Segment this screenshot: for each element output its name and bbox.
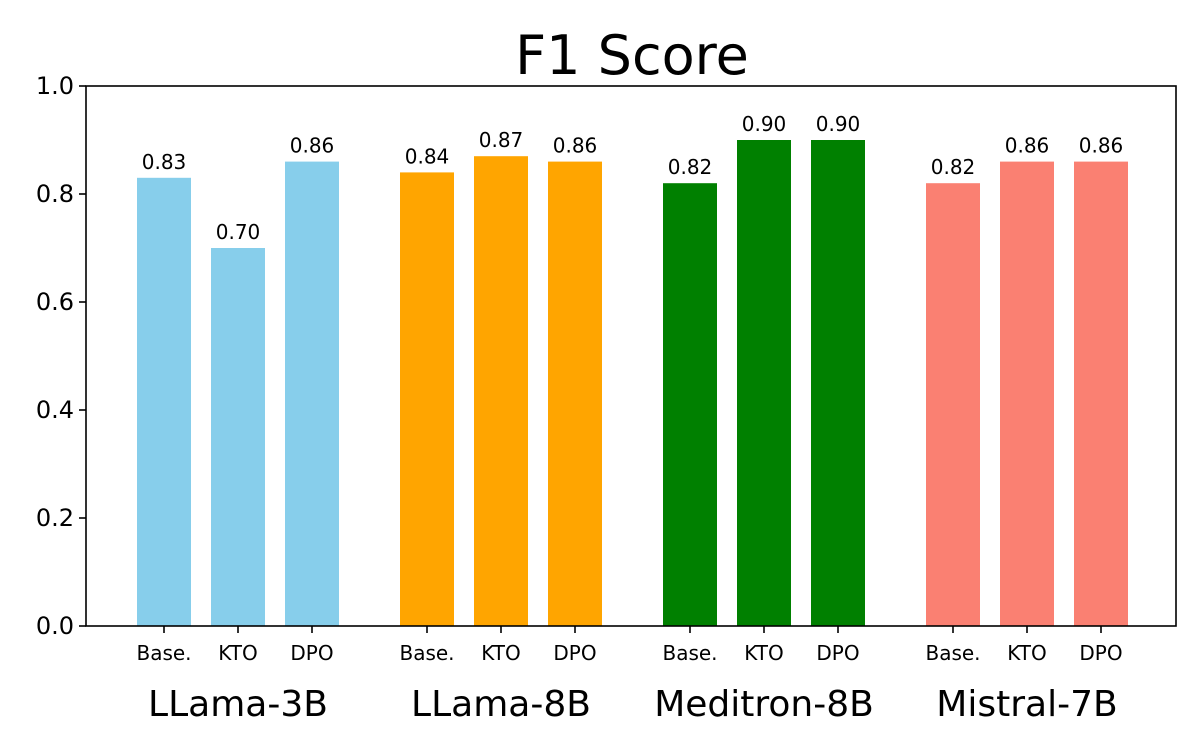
bar-value-label: 0.84 — [405, 144, 450, 168]
y-tick-label: 0.6 — [36, 288, 74, 316]
bar-llama-3b-base — [137, 177, 191, 627]
group-label: LLama-8B — [411, 684, 591, 725]
group-label: Meditron-8B — [654, 684, 874, 725]
group-label: LLama-3B — [148, 684, 328, 725]
y-tick-label: 1.0 — [36, 72, 74, 100]
chart-title: F1 Score — [515, 24, 749, 87]
x-tick-label: Base. — [662, 641, 717, 665]
bar-meditron-8b-kto — [737, 140, 791, 626]
x-tick-label: Base. — [136, 641, 191, 665]
bar-value-label: 0.86 — [1079, 134, 1124, 158]
bar-meditron-8b-base — [663, 183, 717, 626]
y-tick-label: 0.8 — [36, 180, 74, 208]
y-tick-label: 0.2 — [36, 504, 74, 532]
bar-value-label: 0.90 — [742, 112, 787, 136]
group-label: Mistral-7B — [936, 684, 1117, 725]
bar-value-label: 0.70 — [216, 220, 261, 244]
bar-llama-8b-dpo — [548, 161, 602, 626]
axes-frame — [85, 85, 1177, 627]
bar-llama-3b-dpo — [285, 161, 339, 626]
x-tick-label: Base. — [399, 641, 454, 665]
x-tick-label: DPO — [553, 641, 596, 665]
x-tick-label: Base. — [925, 641, 980, 665]
bar-value-label: 0.86 — [290, 134, 335, 158]
y-tick-label: 0.4 — [36, 396, 74, 424]
bar-value-label: 0.82 — [931, 155, 976, 179]
x-tick-label: DPO — [816, 641, 859, 665]
bar-mistral-7b-base — [926, 183, 980, 626]
bar-meditron-8b-dpo — [811, 140, 865, 626]
x-tick-label: KTO — [1007, 641, 1047, 665]
bar-value-label: 0.87 — [479, 128, 524, 152]
x-tick-label: DPO — [1079, 641, 1122, 665]
bar-value-label: 0.90 — [816, 112, 861, 136]
bar-mistral-7b-dpo — [1074, 161, 1128, 626]
x-tick-label: DPO — [290, 641, 333, 665]
x-tick-label: KTO — [218, 641, 258, 665]
bar-value-label: 0.86 — [1005, 134, 1050, 158]
bar-llama-8b-kto — [474, 156, 528, 626]
bar-value-label: 0.83 — [142, 150, 187, 174]
x-tick-label: KTO — [481, 641, 521, 665]
y-tick-label: 0.0 — [36, 612, 74, 640]
bar-mistral-7b-kto — [1000, 161, 1054, 626]
bar-value-label: 0.82 — [668, 155, 713, 179]
bar-llama-3b-kto — [211, 248, 265, 626]
x-tick-label: KTO — [744, 641, 784, 665]
bar-llama-8b-base — [400, 172, 454, 626]
bar-value-label: 0.86 — [553, 134, 598, 158]
plot-area: 0.0 0.2 0.4 0.6 0.8 1.0 0.83 Base. 0.70 KTO 0.86 DP… — [36, 72, 1128, 725]
